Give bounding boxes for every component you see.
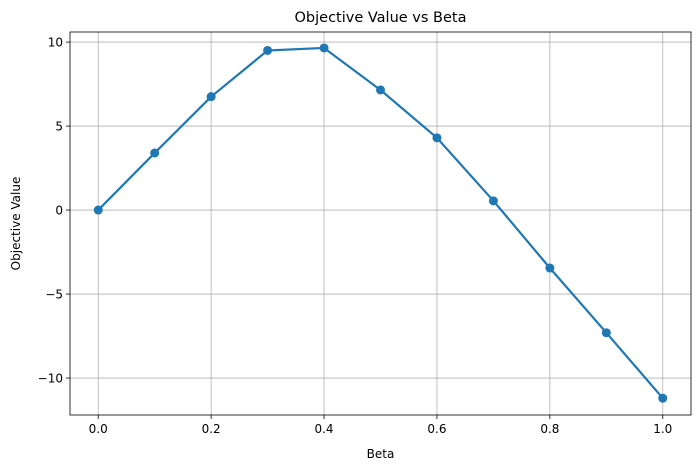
x-tick-label: 0.6 — [427, 422, 446, 436]
data-point — [263, 45, 273, 55]
y-tick-label: 0 — [55, 204, 63, 218]
x-tick-label: 0.4 — [314, 422, 333, 436]
ticks: 0.0 0.2 0.4 0.6 0.8 1.0 −10 −5 0 5 10 — [38, 36, 673, 436]
y-axis-label: Objective Value — [9, 177, 23, 271]
series-line — [97, 46, 664, 399]
y-tick-label: −10 — [38, 372, 63, 386]
data-point — [601, 328, 611, 338]
data-point — [488, 196, 498, 206]
data-point — [545, 263, 555, 273]
x-tick-label: 1.0 — [653, 422, 672, 436]
data-point — [150, 148, 160, 158]
y-tick-label: 10 — [48, 36, 63, 50]
data-point — [658, 393, 668, 403]
data-point — [376, 85, 385, 95]
x-tick-label: 0.0 — [89, 422, 108, 436]
data-point — [432, 133, 442, 143]
data-point — [206, 92, 216, 102]
grid — [70, 32, 691, 415]
data-point — [93, 205, 103, 215]
y-tick-label: −5 — [45, 288, 63, 302]
x-tick-label: 0.8 — [540, 422, 559, 436]
y-tick-label: 5 — [55, 120, 63, 134]
series — [93, 43, 668, 403]
chart-title: Objective Value vs Beta — [295, 10, 467, 26]
data-point — [319, 43, 329, 53]
x-axis-label: Beta — [367, 447, 395, 461]
plot-frame — [69, 31, 692, 416]
x-tick-label: 0.2 — [202, 422, 221, 436]
